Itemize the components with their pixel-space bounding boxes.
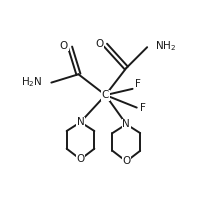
Text: O: O [122,156,130,166]
Text: C: C [102,90,109,100]
Text: N: N [122,119,130,129]
Text: N: N [77,117,84,127]
Text: F: F [135,79,141,89]
Text: H$_2$N: H$_2$N [22,76,43,89]
Text: O: O [76,154,85,164]
Text: NH$_2$: NH$_2$ [156,39,177,53]
Text: F: F [140,103,146,113]
Text: O: O [96,39,104,49]
Text: O: O [60,41,68,50]
